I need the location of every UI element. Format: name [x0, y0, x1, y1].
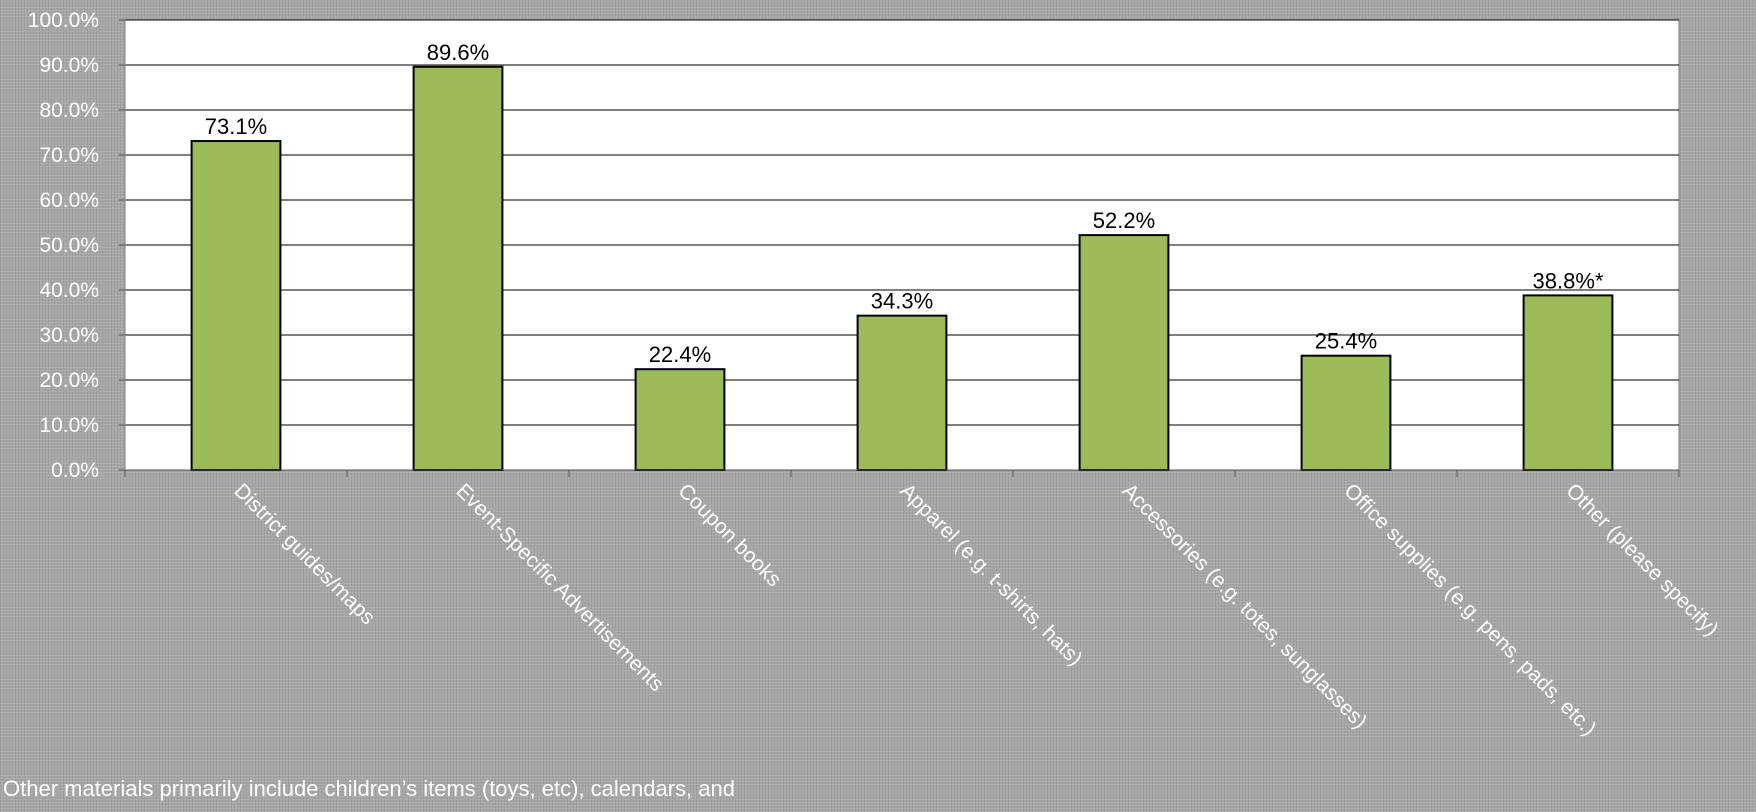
data-label: 34.3% [871, 289, 933, 314]
bar [856, 314, 948, 471]
y-tick-label: 0.0% [51, 459, 99, 482]
x-category-label: Event-Specific Advertisements [451, 479, 668, 696]
y-tick-label: 50.0% [39, 234, 99, 257]
x-category-label: Office supplies (e.g. pens, pads, etc.) [1339, 479, 1600, 740]
data-label: 22.4% [649, 342, 711, 367]
y-tick-label: 70.0% [39, 144, 99, 167]
x-category-label: District guides/maps [229, 479, 379, 629]
bars [190, 65, 1614, 472]
y-tick-label: 90.0% [39, 54, 99, 77]
x-category-label: Coupon books [673, 479, 785, 591]
x-axis: District guides/maps Event-Specific Adver… [124, 469, 1723, 740]
gridlines [125, 19, 1679, 426]
y-tick-label: 40.0% [39, 279, 99, 302]
y-tick-label: 20.0% [39, 369, 99, 392]
data-label: 38.8%* [1533, 268, 1604, 293]
y-tick-label: 60.0% [39, 189, 99, 212]
data-label: 89.6% [427, 40, 489, 65]
x-category-label: Apparel (e.g. t-shirts, hats) [895, 479, 1086, 670]
x-category-label: Other (please specify) [1561, 479, 1723, 641]
bar [1522, 294, 1614, 471]
x-category-label: Accessories (e.g. totes, sunglasses) [1117, 479, 1371, 733]
bar [1300, 354, 1392, 472]
data-label: 73.1% [205, 114, 267, 139]
y-tick-label: 10.0% [39, 414, 99, 437]
bar [412, 65, 504, 472]
data-labels: 73.1% 89.6% 22.4% 34.3% 52.2% 25.4% 38.8%* [205, 40, 1604, 367]
y-tick-label: 30.0% [39, 324, 99, 347]
y-tick-label: 100.0% [28, 9, 99, 32]
y-tick-label: 80.0% [39, 99, 99, 122]
bar [634, 368, 726, 472]
data-label: 52.2% [1093, 208, 1155, 233]
bar [1078, 234, 1170, 471]
bar [190, 140, 282, 472]
y-axis: 0.0% 10.0% 20.0% 30.0% 40.0% 50.0% 60.0% 70.0% 8… [28, 9, 126, 482]
data-label: 25.4% [1315, 329, 1377, 354]
footnote-text: Other materials primarily include childr… [3, 776, 735, 801]
